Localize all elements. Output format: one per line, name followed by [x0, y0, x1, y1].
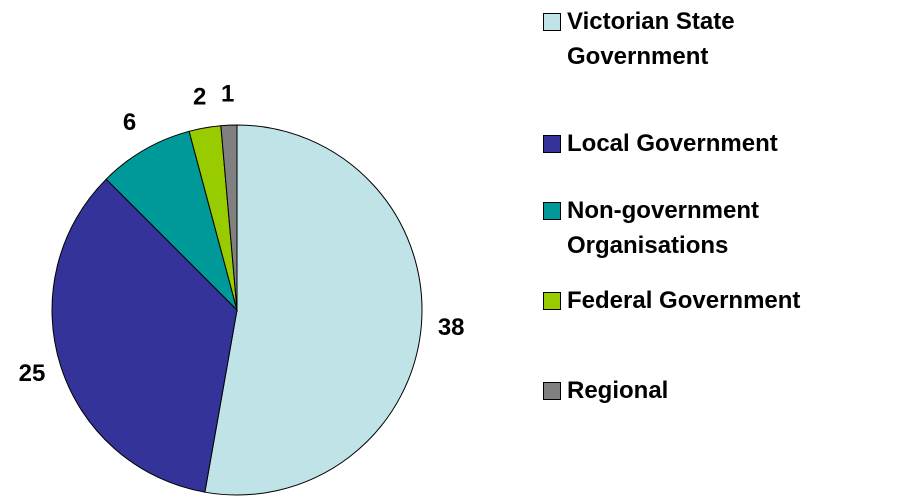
- legend-label: Regional: [567, 377, 669, 404]
- legend-label: Local Government: [567, 130, 778, 157]
- legend-swatch: [543, 13, 561, 31]
- legend-label: Victorian State Government: [567, 8, 735, 70]
- legend-swatch: [543, 135, 561, 153]
- legend-item: Non-government Organisations: [543, 193, 873, 263]
- legend-item: Regional: [543, 373, 873, 408]
- legend-item: Federal Government: [543, 283, 873, 318]
- legend-swatch: [543, 202, 561, 220]
- data-label: 38: [438, 314, 465, 341]
- legend-label: Non-government Organisations: [567, 197, 759, 259]
- data-label: 25: [19, 360, 46, 387]
- legend-item: Local Government: [543, 126, 873, 161]
- data-label: 2: [193, 84, 206, 111]
- pie-slice: [220, 124, 238, 311]
- data-label: 1: [221, 81, 234, 108]
- legend-item: Victorian State Government: [543, 4, 873, 74]
- data-label: 6: [123, 109, 136, 136]
- pie-slice: [204, 124, 423, 496]
- pie-slice: [51, 178, 238, 493]
- legend-label: Federal Government: [567, 287, 801, 314]
- pie-slice: [105, 130, 238, 312]
- legend-swatch: [543, 292, 561, 310]
- legend-swatch: [543, 382, 561, 400]
